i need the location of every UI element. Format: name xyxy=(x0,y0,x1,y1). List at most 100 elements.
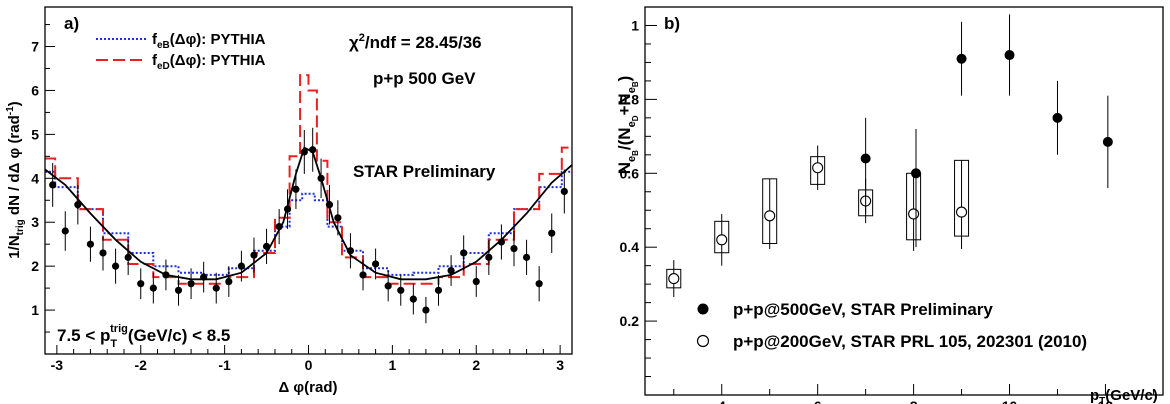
data-point xyxy=(447,266,455,275)
point-200gev xyxy=(764,210,776,222)
x-tick-label: 10 xyxy=(1002,398,1018,404)
legend-label-200gev: p+p@200GeV, STAR PRL 105, 202301 (2010) xyxy=(733,332,1087,351)
point-500gev xyxy=(860,153,871,164)
point-500gev xyxy=(1052,112,1063,123)
data-point xyxy=(200,273,208,281)
y-tick-label: 1 xyxy=(631,17,639,33)
data-point xyxy=(300,148,308,156)
x-tick-label: 8 xyxy=(910,398,918,404)
panel-a-ticks: -3 -2 -1 0 1 2 3 1 2 3 4 5 6 7 xyxy=(31,24,564,373)
data-point xyxy=(317,174,325,182)
point-500gev xyxy=(956,53,967,64)
panel-a-frame xyxy=(44,6,573,355)
x-tick-label: 3 xyxy=(556,357,564,373)
data-point xyxy=(250,251,258,259)
x-tick-label: -3 xyxy=(51,357,64,373)
data-point xyxy=(74,201,82,209)
chi2-annotation: χ2/ndf = 28.45/36 xyxy=(349,32,482,52)
panel-b-label: b) xyxy=(664,14,680,33)
panel-b-xlabel: pT(GeV/c) xyxy=(1090,387,1158,404)
y-tick-label: 5 xyxy=(31,126,39,142)
panel-b-ticks: 4 6 8 10 12 0.2 0.4 0.6 0.8 1 xyxy=(620,17,1154,404)
panel-b-series xyxy=(666,14,1113,298)
panel-a-series xyxy=(44,74,573,324)
y-tick-label: 1 xyxy=(31,302,39,318)
point-200gev xyxy=(668,273,680,285)
x-tick-label: 4 xyxy=(718,398,726,404)
data-point xyxy=(522,253,531,261)
panel-b-frame xyxy=(644,6,1164,396)
y-tick-label: 3 xyxy=(31,214,39,230)
feb-pythia-curve xyxy=(45,170,572,276)
x-tick-label: 0 xyxy=(305,357,313,373)
data-point xyxy=(325,201,334,209)
data-point xyxy=(510,244,518,253)
data-point xyxy=(535,280,543,288)
data-point xyxy=(460,249,468,257)
point-200gev xyxy=(956,206,968,218)
data-point xyxy=(309,146,317,154)
point-500gev xyxy=(1102,136,1113,147)
data-point xyxy=(283,205,292,213)
legend-label-500gev: p+p@500GeV, STAR Preliminary xyxy=(733,300,993,319)
data-point xyxy=(212,284,220,292)
data-point xyxy=(162,271,170,279)
point-200gev xyxy=(812,162,824,174)
data-point xyxy=(86,240,95,248)
data-point xyxy=(111,262,120,270)
data-point xyxy=(187,280,195,288)
data-point xyxy=(275,223,283,231)
fit-curve xyxy=(44,146,573,281)
data-point xyxy=(334,214,342,222)
data-point xyxy=(560,187,568,196)
x-tick-label: -1 xyxy=(218,357,231,373)
data-point xyxy=(548,229,556,237)
data-point xyxy=(397,286,405,294)
x-tick-label: 6 xyxy=(814,398,822,404)
y-tick-label: 2 xyxy=(31,258,39,274)
data-point xyxy=(124,253,132,261)
data-point xyxy=(384,282,392,290)
x-tick-label: 2 xyxy=(472,357,480,373)
data-point xyxy=(346,247,355,255)
fed-pythia-curve xyxy=(45,74,572,285)
data-point xyxy=(434,286,443,294)
point-500gev xyxy=(910,168,921,179)
x-tick-label: 1 xyxy=(388,357,396,373)
data-point xyxy=(409,295,417,303)
panel-a-label: a) xyxy=(64,14,79,33)
y-tick-label: 0.6 xyxy=(620,165,640,181)
panel-a-ylabel: 1/Ntrig dN / dΔ φ (rad-1) xyxy=(5,101,26,258)
data-point xyxy=(485,253,493,261)
data-point xyxy=(149,284,157,292)
data-point xyxy=(237,262,246,270)
y-tick-label: 4 xyxy=(31,170,39,186)
panel-b: 4 6 8 10 12 0.2 0.4 0.6 0.8 1 b) p+p@500GeV, STAR… xyxy=(615,6,1164,404)
system-annotation: p+p 500 GeV xyxy=(373,69,476,88)
point-200gev xyxy=(716,234,728,246)
data-point xyxy=(359,271,367,279)
data-point xyxy=(497,238,506,246)
point-200gev xyxy=(908,208,920,220)
y-tick-label: 6 xyxy=(31,82,39,98)
data-point xyxy=(99,249,107,257)
panel-b-legend: p+p@500GeV, STAR Preliminary p+p@200GeV,… xyxy=(696,300,1087,351)
panel-b-ylabel: NeB/(NeD+NeB) xyxy=(615,76,640,175)
panel-a-xlabel: Δ φ(rad) xyxy=(278,379,337,396)
panel-a: -3 -2 -1 0 1 2 3 1 2 3 4 5 6 7 a) feB(Δφ): PYTHIA feD… xyxy=(5,6,573,396)
y-tick-label: 0.8 xyxy=(620,91,640,107)
legend-marker-500gev xyxy=(697,303,709,315)
y-tick-label: 7 xyxy=(31,39,39,55)
data-point xyxy=(292,185,300,193)
legend-label-eb: feB(Δφ): PYTHIA xyxy=(152,31,266,51)
data-point xyxy=(422,306,430,314)
x-tick-label: 12 xyxy=(1098,398,1114,404)
preliminary-annotation: STAR Preliminary xyxy=(353,162,496,181)
y-tick-label: 0.2 xyxy=(620,313,640,329)
data-point xyxy=(174,286,183,294)
panel-a-legend: feB(Δφ): PYTHIA feD(Δφ): PYTHIA xyxy=(96,31,266,72)
data-point xyxy=(262,242,271,250)
data-point xyxy=(225,277,233,286)
y-tick-label: 0.4 xyxy=(620,239,640,255)
